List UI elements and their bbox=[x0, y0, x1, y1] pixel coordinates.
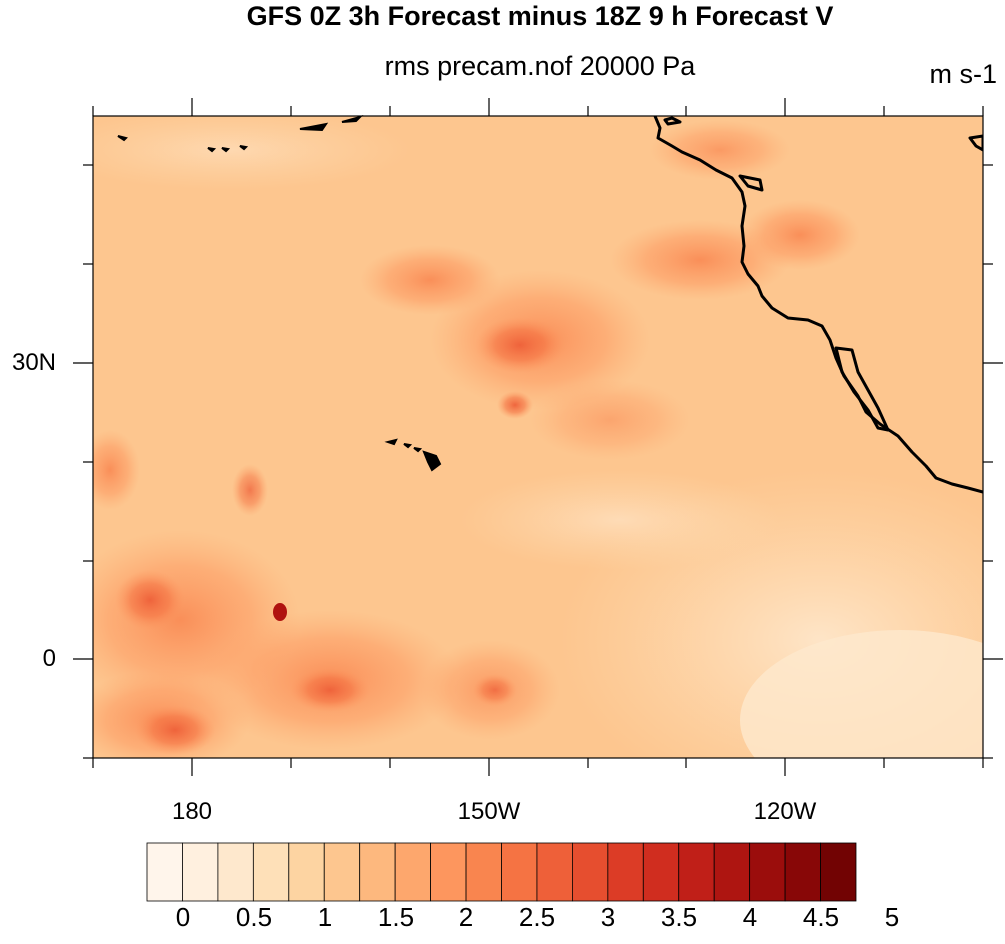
colorbar-label: 1 bbox=[317, 902, 333, 932]
axis-ticks bbox=[73, 98, 1003, 776]
units-label: m s-1 bbox=[929, 59, 998, 89]
colorbar-box bbox=[749, 842, 786, 902]
coastline bbox=[653, 116, 983, 494]
colorbar-box bbox=[465, 842, 502, 902]
colorbar-box bbox=[713, 842, 751, 902]
colorbar-box bbox=[678, 842, 715, 902]
colorbar-box bbox=[820, 842, 857, 902]
colorbar-label: 5 bbox=[884, 902, 900, 932]
colorbar-label: 0 bbox=[175, 902, 191, 932]
colorbar-box bbox=[359, 842, 396, 902]
colorbar-box bbox=[572, 842, 609, 902]
colorbar-label: 4.5 bbox=[802, 902, 840, 932]
map-frame bbox=[92, 115, 984, 759]
colorbar-box bbox=[323, 842, 361, 902]
colorbar-box bbox=[536, 842, 573, 902]
colorbar-label: 3 bbox=[600, 902, 616, 932]
colorbar-label: 4 bbox=[742, 902, 758, 932]
colorbar-box bbox=[146, 842, 183, 902]
colorbar-box bbox=[252, 842, 290, 902]
colorbar-box bbox=[430, 842, 467, 902]
y-tick-label-30n: 30N bbox=[11, 349, 56, 376]
rms-field bbox=[93, 116, 983, 758]
islands bbox=[117, 115, 442, 472]
colorbar-label: 2.5 bbox=[518, 902, 556, 932]
colorbar-box bbox=[501, 842, 538, 902]
colorbar bbox=[146, 842, 857, 902]
colorbar-box bbox=[607, 842, 644, 902]
y-tick-label-0: 0 bbox=[42, 645, 56, 672]
map-title: GFS 0Z 3h Forecast minus 18Z 9 h Forecas… bbox=[246, 1, 834, 31]
map-subtitle: rms precam.nof 20000 Pa bbox=[384, 51, 696, 81]
x-tick-label-180: 180 bbox=[171, 798, 213, 825]
colorbar-box bbox=[288, 842, 325, 902]
colorbar-box bbox=[394, 842, 431, 902]
colorbar-label: 2 bbox=[458, 902, 474, 932]
colorbar-box bbox=[217, 842, 254, 902]
colorbar-box bbox=[784, 842, 821, 902]
x-tick-label-120w: 120W bbox=[753, 798, 817, 825]
colorbar-box bbox=[642, 842, 680, 902]
colorbar-label: 0.5 bbox=[235, 902, 273, 932]
colorbar-label: 3.5 bbox=[660, 902, 698, 932]
x-tick-label-150w: 150W bbox=[457, 798, 521, 825]
colorbar-box bbox=[182, 842, 219, 902]
colorbar-label: 1.5 bbox=[377, 902, 415, 932]
